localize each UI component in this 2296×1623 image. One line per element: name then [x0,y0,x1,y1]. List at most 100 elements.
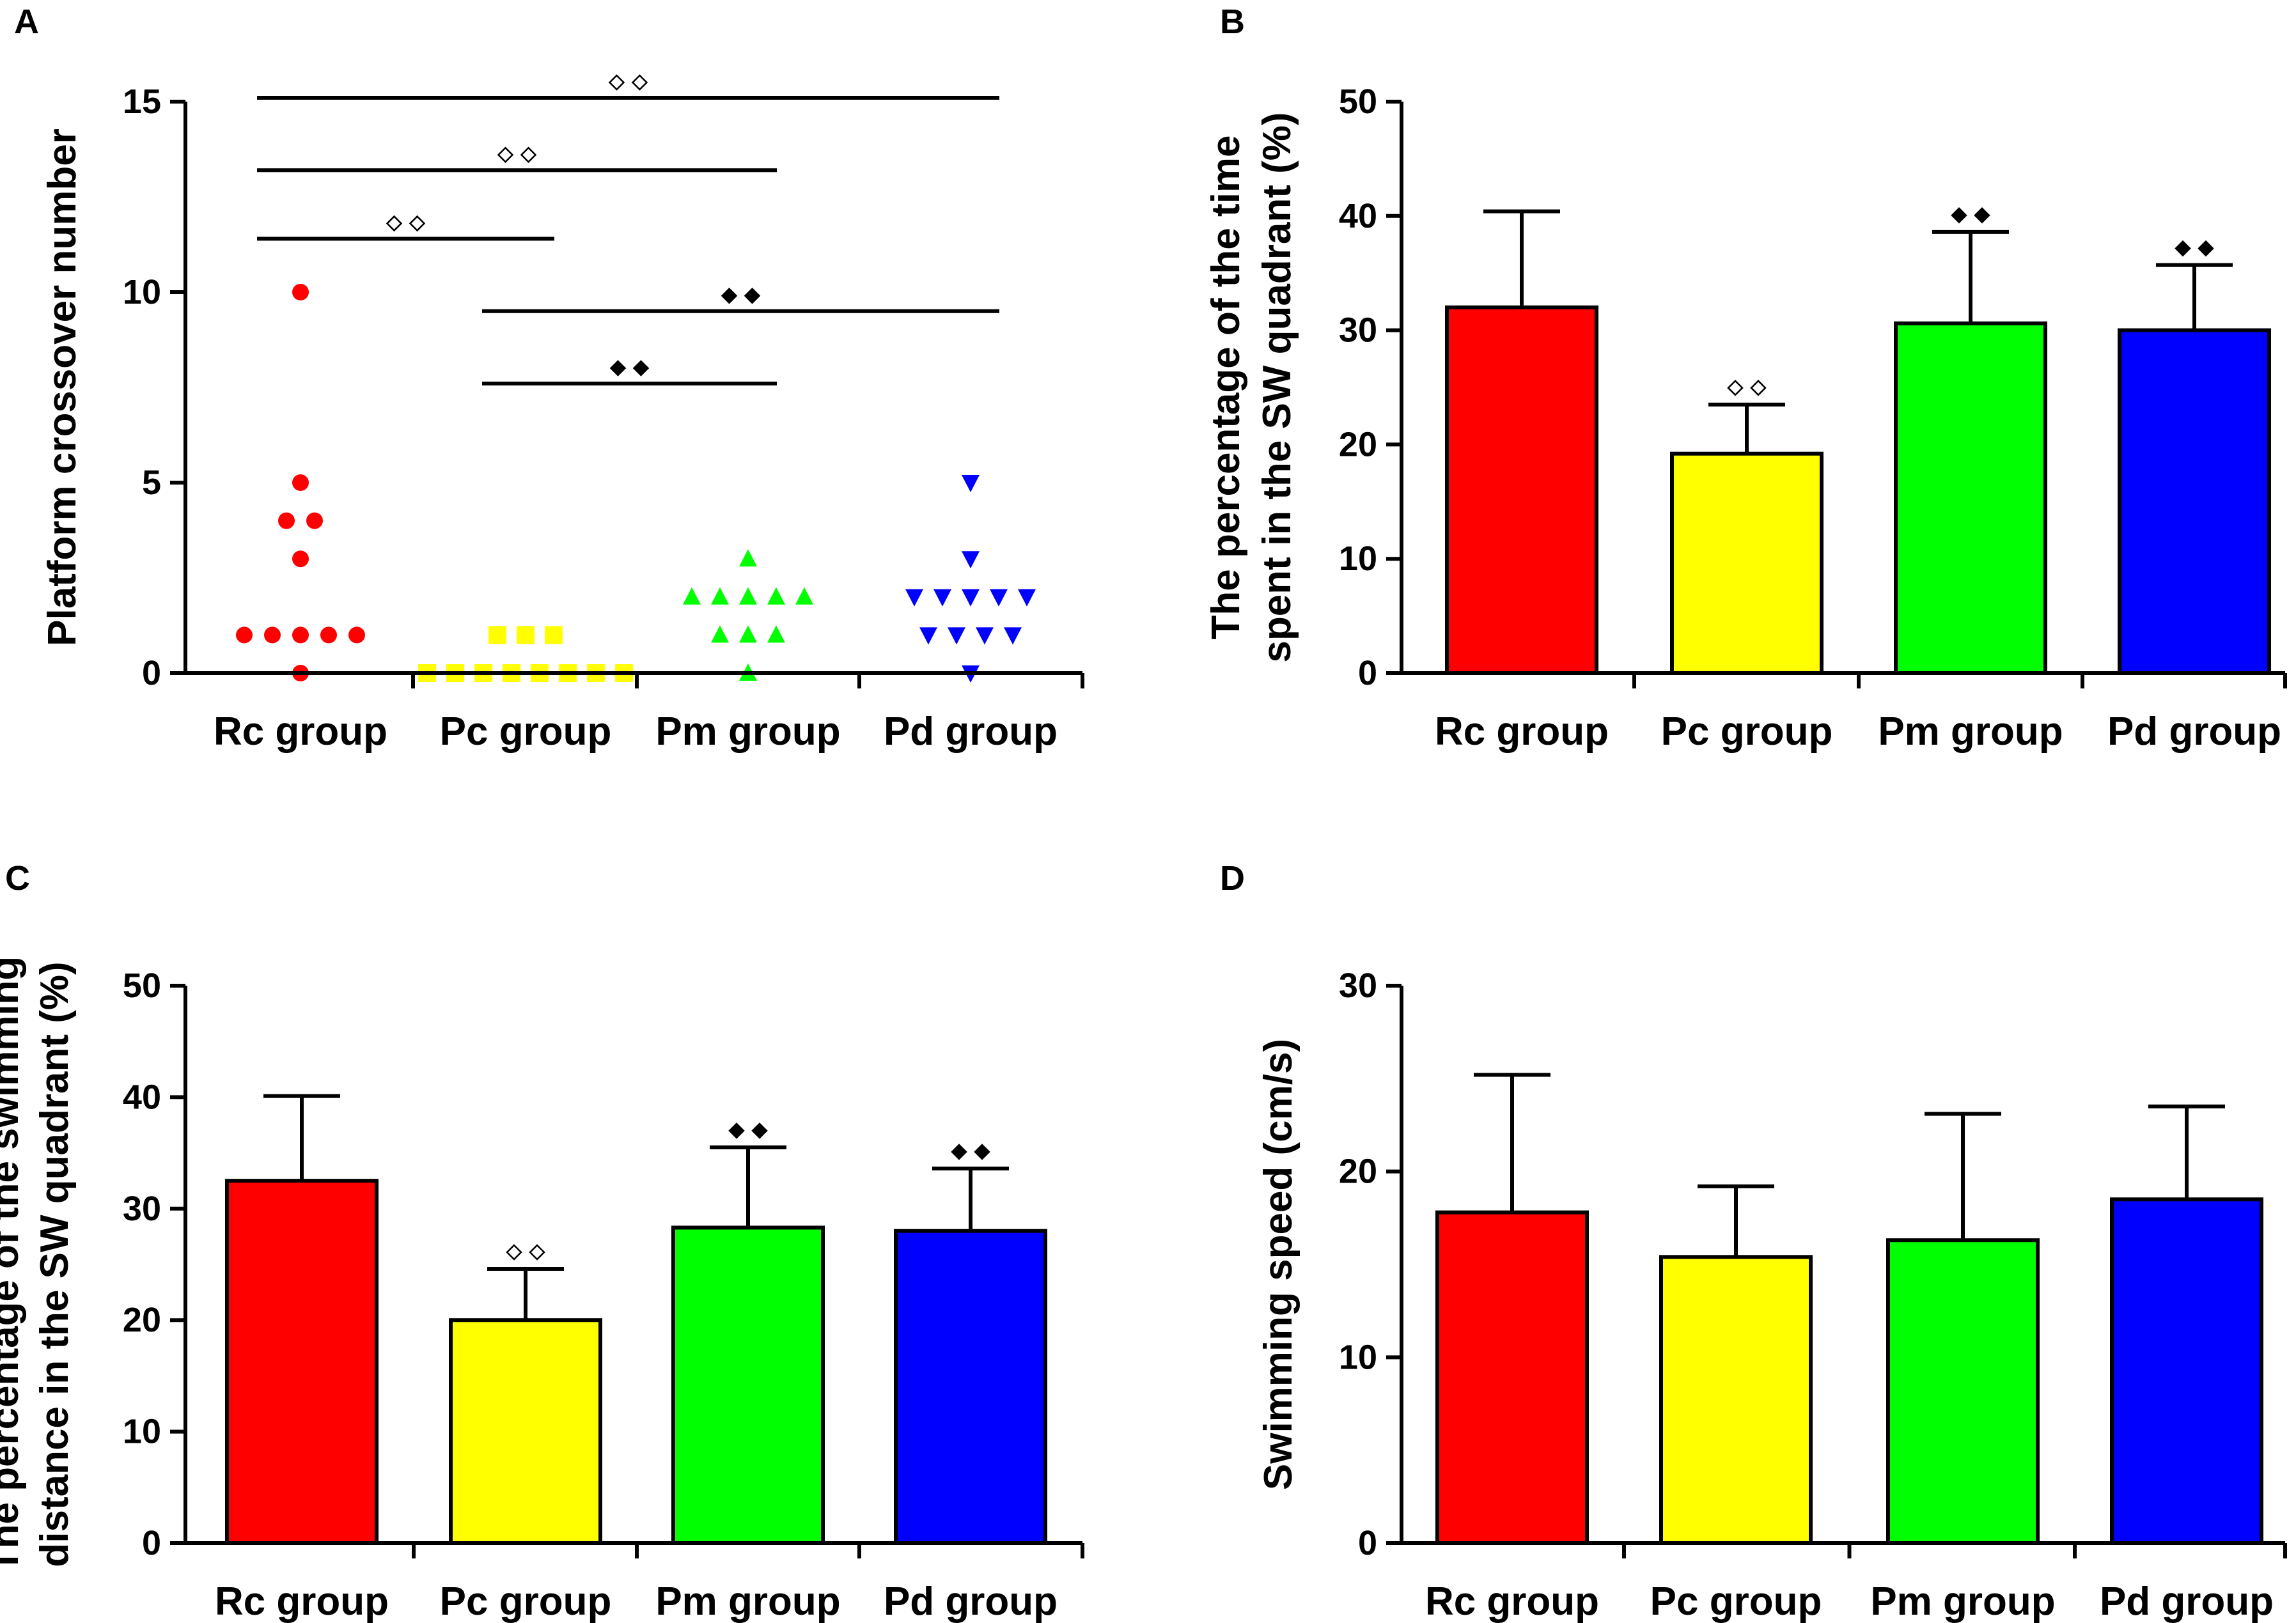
filled-diamond-marker [744,288,761,304]
point-pm-group [739,549,757,567]
y-axis-label: spent in the SW quadrant (%) [1255,112,1299,662]
point-pc-group [545,626,563,644]
point-rc-group [264,626,281,644]
panel-label: C [5,859,30,897]
open-diamond-marker [1750,380,1767,396]
point-pd-group [1004,627,1022,645]
bar-pm-group [1886,1238,2040,1546]
bar-rc-group [225,1179,379,1545]
point-pm-group [683,587,701,605]
y-tick-label: 10 [1339,1338,1377,1376]
y-tick-label: 0 [142,654,161,692]
point-pm-group [767,625,785,643]
filled-diamond-marker [751,1122,768,1139]
bar-pc-group [1670,451,1824,675]
open-diamond-marker [506,1244,522,1261]
filled-diamond-marker [632,360,650,377]
x-tick-label-pd-group: Pd group [2107,710,2281,754]
y-tick-label: 0 [1358,654,1377,692]
point-pd-group [948,627,965,645]
y-tick-label: 30 [1339,967,1377,1005]
x-tick-label-rc-group: Rc group [214,710,387,754]
point-rc-group [292,626,309,644]
y-tick-label: 10 [123,273,161,311]
y-tick-label: 20 [1339,425,1377,463]
y-axis-label: Swimming speed (cm/s) [1256,1039,1300,1490]
bar-pm-group [1894,321,2047,675]
open-diamond-marker [631,74,648,91]
bar-pm-group [671,1225,825,1545]
point-rc-group [236,626,253,644]
panel-a: 0 5 10 15 Rc group Pc group Pm group Pd group Pl… [14,3,1084,754]
panel-label: B [1220,3,1245,41]
x-tick-label-pm-group: Pm group [655,710,840,754]
x-tick-label-pm-group: Pm group [1870,1580,2055,1623]
filled-diamond-marker [2175,240,2191,257]
point-rc-group [292,550,309,568]
y-tick-label: 50 [123,967,161,1005]
point-rc-group [320,626,337,644]
x-tick-label-pd-group: Pd group [884,710,1058,754]
filled-diamond-marker [2198,240,2214,257]
point-pc-group [488,626,506,644]
x-tick-label-pm-group: Pm group [1878,710,2063,754]
panel-label: D [1220,859,1245,897]
x-tick-label-rc-group: Rc group [1435,710,1609,754]
point-pd-group [962,589,980,607]
open-diamond-marker [386,215,403,232]
y-tick-label: 20 [123,1301,161,1339]
point-pd-group [990,589,1008,607]
bar-rc-group [1435,1210,1589,1545]
y-tick-label: 30 [1339,311,1377,350]
point-pm-group [795,587,813,605]
filled-diamond-marker [1974,207,1990,224]
point-rc-group [292,474,309,491]
y-axis-label: The percentage of the swimming [0,956,27,1573]
point-pd-group [1018,589,1036,607]
filled-diamond-marker [974,1144,990,1160]
y-tick-label: 40 [123,1078,161,1116]
point-pc-group [517,626,535,644]
y-tick-label: 0 [1358,1524,1377,1562]
open-diamond-marker [520,146,537,164]
point-pm-group [739,587,757,605]
bar-rc-group [1445,305,1598,675]
point-pd-group [919,627,937,645]
bar-pc-group [449,1318,602,1545]
y-tick-label: 10 [1339,540,1377,578]
open-diamond-marker [608,74,625,91]
y-tick-label: 0 [142,1524,161,1562]
bar-pd-group [2110,1197,2263,1546]
point-pm-group [739,625,757,643]
y-axis-label: The percentage of the time [1204,136,1248,640]
y-axis-label: Platform crossover number [40,128,84,646]
filled-diamond-marker [1951,207,1967,224]
y-tick-label: 40 [1339,197,1377,235]
point-pd-group [962,475,980,492]
y-tick-label: 50 [1339,82,1377,121]
bar-pd-group [2118,328,2271,675]
panel-b: 0 10 20 30 40 50 Rc group Pc group Pm group Pd gr… [1204,3,2287,754]
point-rc-group [278,512,295,529]
x-tick-label-pd-group: Pd group [2100,1580,2274,1623]
point-rc-group [306,512,323,529]
x-tick-label-pm-group: Pm group [655,1580,840,1623]
open-diamond-marker [409,215,426,232]
open-diamond-marker [497,146,514,164]
point-pm-group [767,587,785,605]
filled-diamond-marker [951,1144,967,1160]
x-tick-label-pc-group: Pc group [1650,1580,1822,1623]
point-pm-group [711,625,729,643]
filled-diamond-marker [609,360,627,377]
open-diamond-marker [1727,380,1744,396]
filled-diamond-marker [721,288,738,304]
point-pm-group [711,587,729,605]
x-tick-label-rc-group: Rc group [1425,1580,1599,1623]
point-pd-group [962,551,980,569]
point-pd-group [933,589,951,607]
x-tick-label-pc-group: Pc group [1661,710,1833,754]
panel-c: 0 10 20 30 40 50 Rc group Pc group Pm group Pd gr… [0,859,1084,1623]
point-pd-group [976,627,994,645]
filled-diamond-marker [728,1122,745,1139]
